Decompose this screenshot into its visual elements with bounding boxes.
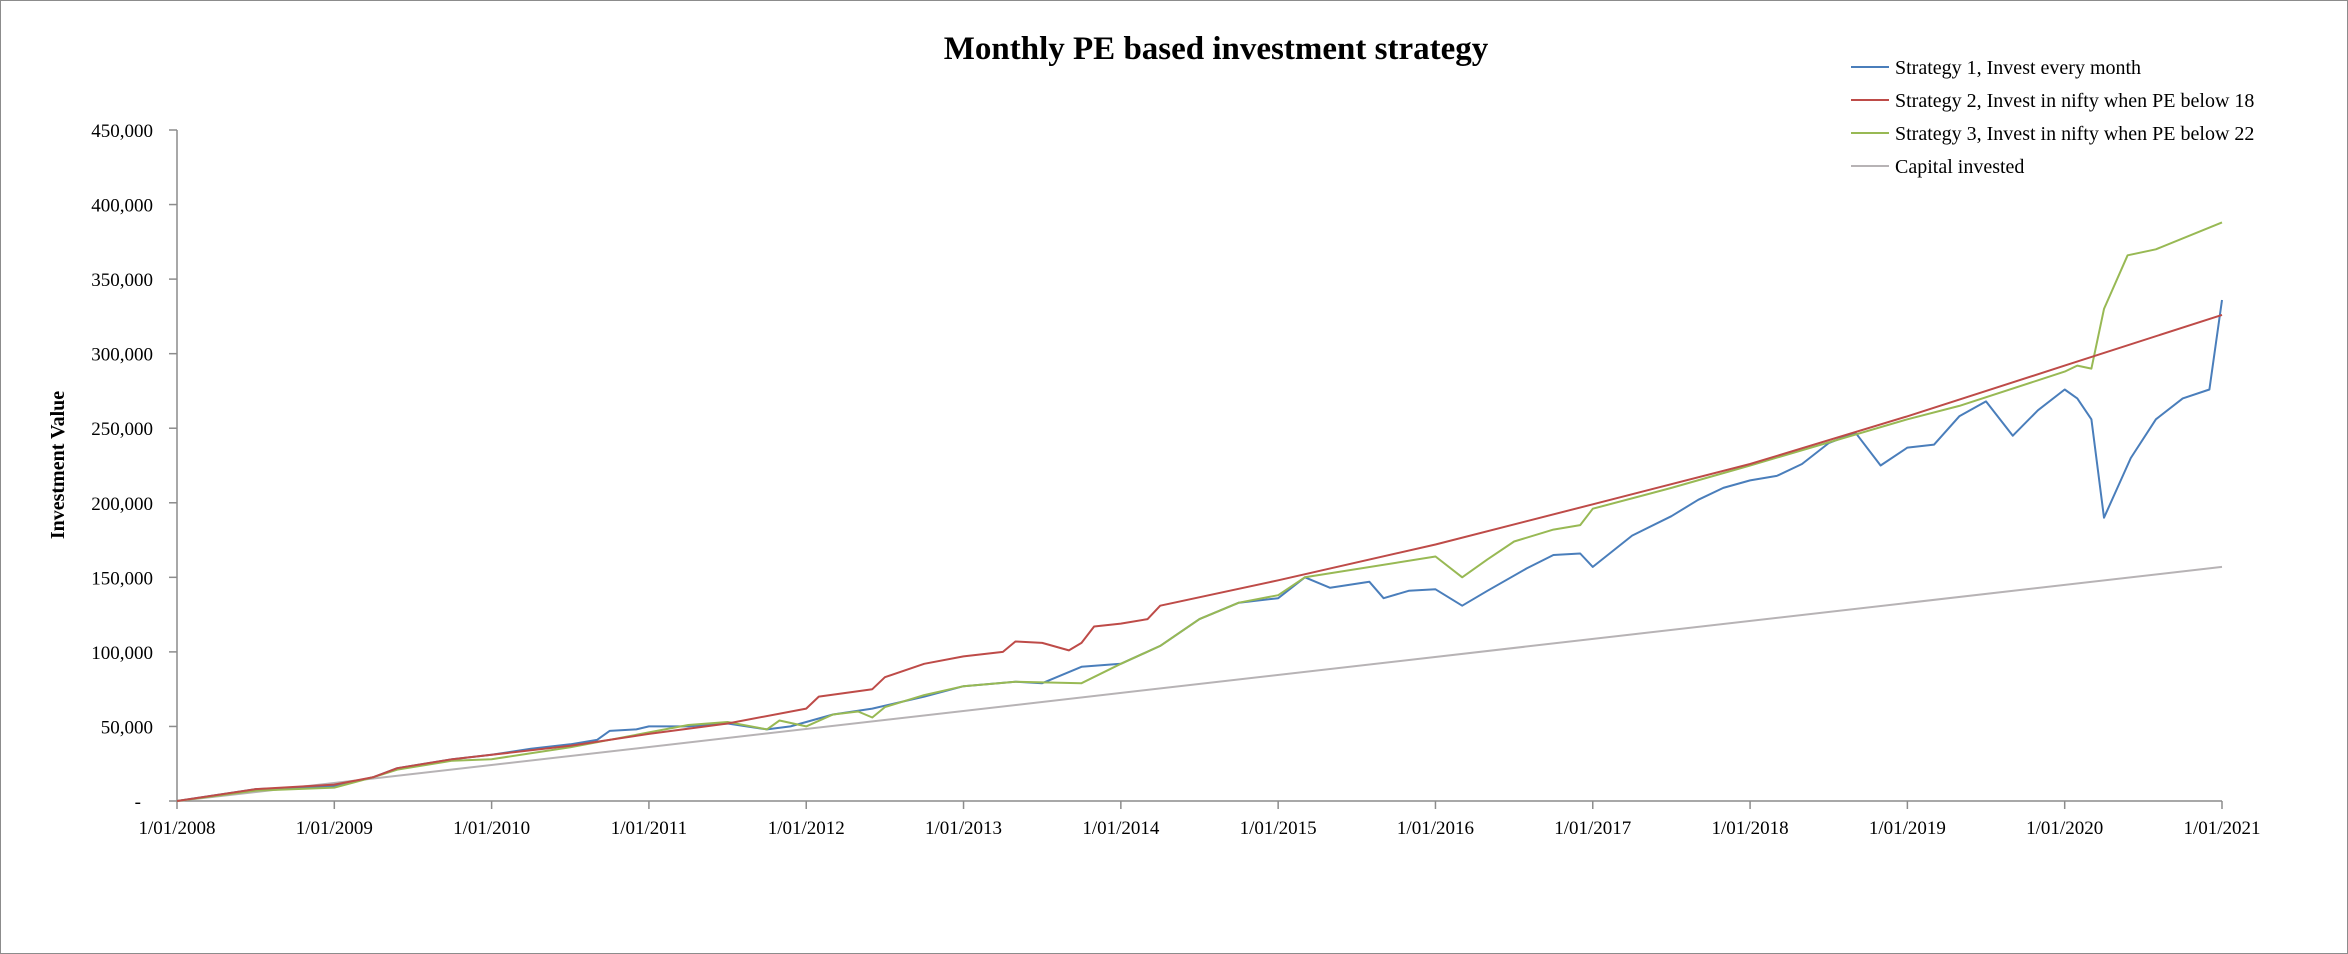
y-tick-label: 350,000 <box>91 270 153 291</box>
y-tick-label: 250,000 <box>91 419 153 440</box>
x-tick-label: 1/01/2010 <box>453 818 530 839</box>
x-tick-label: 1/01/2019 <box>1869 818 1946 839</box>
y-tick-label: 400,000 <box>91 196 153 217</box>
y-tick-label: 200,000 <box>91 494 153 515</box>
y-tick-label: 150,000 <box>91 568 153 589</box>
y-axis: - 50,000 100,000 150,000 200,000 250,000 300,0… <box>91 121 178 813</box>
x-tick-label: 1/01/2018 <box>1712 818 1789 839</box>
legend-entry: Strategy 2, Invest in nifty when PE belo… <box>1895 90 2254 112</box>
x-tick-label: 1/01/2009 <box>296 818 373 839</box>
x-tick-label: 1/01/2013 <box>925 818 1002 839</box>
y-axis-label: Investment Value <box>47 391 69 539</box>
x-tick-label: 1/01/2020 <box>2026 818 2103 839</box>
y-tick-label: - <box>135 792 141 813</box>
plot-area <box>176 221 2223 802</box>
series-line-3 <box>176 221 2223 802</box>
x-tick-label: 1/01/2011 <box>611 818 687 839</box>
y-tick-label: 450,000 <box>91 121 153 142</box>
legend: Strategy 1, Invest every month Strategy 2… <box>1851 57 2254 178</box>
x-tick-label: 1/01/2012 <box>768 818 845 839</box>
chart-title: Monthly PE based investment strategy <box>944 31 1489 67</box>
y-tick-label: 100,000 <box>91 643 153 664</box>
series-line-1 <box>176 299 2223 802</box>
x-tick-label: 1/01/2015 <box>1240 818 1317 839</box>
legend-entry: Strategy 1, Invest every month <box>1895 57 2141 79</box>
x-tick-label: 1/01/2014 <box>1082 818 1160 839</box>
legend-entry: Capital invested <box>1895 156 2024 178</box>
x-tick-label: 1/01/2021 <box>2183 818 2260 839</box>
series-line-4 <box>176 565 2223 802</box>
x-tick-label: 1/01/2017 <box>1554 818 1631 839</box>
y-tick-label: 50,000 <box>101 717 153 738</box>
x-tick-label: 1/01/2008 <box>138 818 215 839</box>
x-tick-label: 1/01/2016 <box>1397 818 1474 839</box>
y-tick-label: 300,000 <box>91 345 153 366</box>
x-axis: 1/01/2008 1/01/2009 1/01/2010 1/01/2011 1/01… <box>138 800 2261 839</box>
legend-entry: Strategy 3, Invest in nifty when PE belo… <box>1895 123 2254 145</box>
series-line-2 <box>176 313 2223 802</box>
